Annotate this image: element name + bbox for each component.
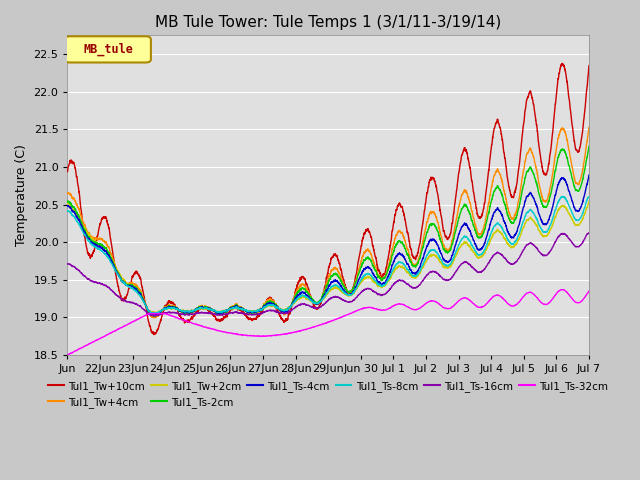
Text: MB_tule: MB_tule <box>83 42 133 56</box>
FancyBboxPatch shape <box>65 36 151 62</box>
Title: MB Tule Tower: Tule Temps 1 (3/1/11-3/19/14): MB Tule Tower: Tule Temps 1 (3/1/11-3/19… <box>155 15 501 30</box>
Legend: Tul1_Tw+10cm, Tul1_Tw+4cm, Tul1_Tw+2cm, Tul1_Ts-2cm, Tul1_Ts-4cm, Tul1_Ts-8cm, T: Tul1_Tw+10cm, Tul1_Tw+4cm, Tul1_Tw+2cm, … <box>44 377 612 412</box>
Y-axis label: Temperature (C): Temperature (C) <box>15 144 28 246</box>
